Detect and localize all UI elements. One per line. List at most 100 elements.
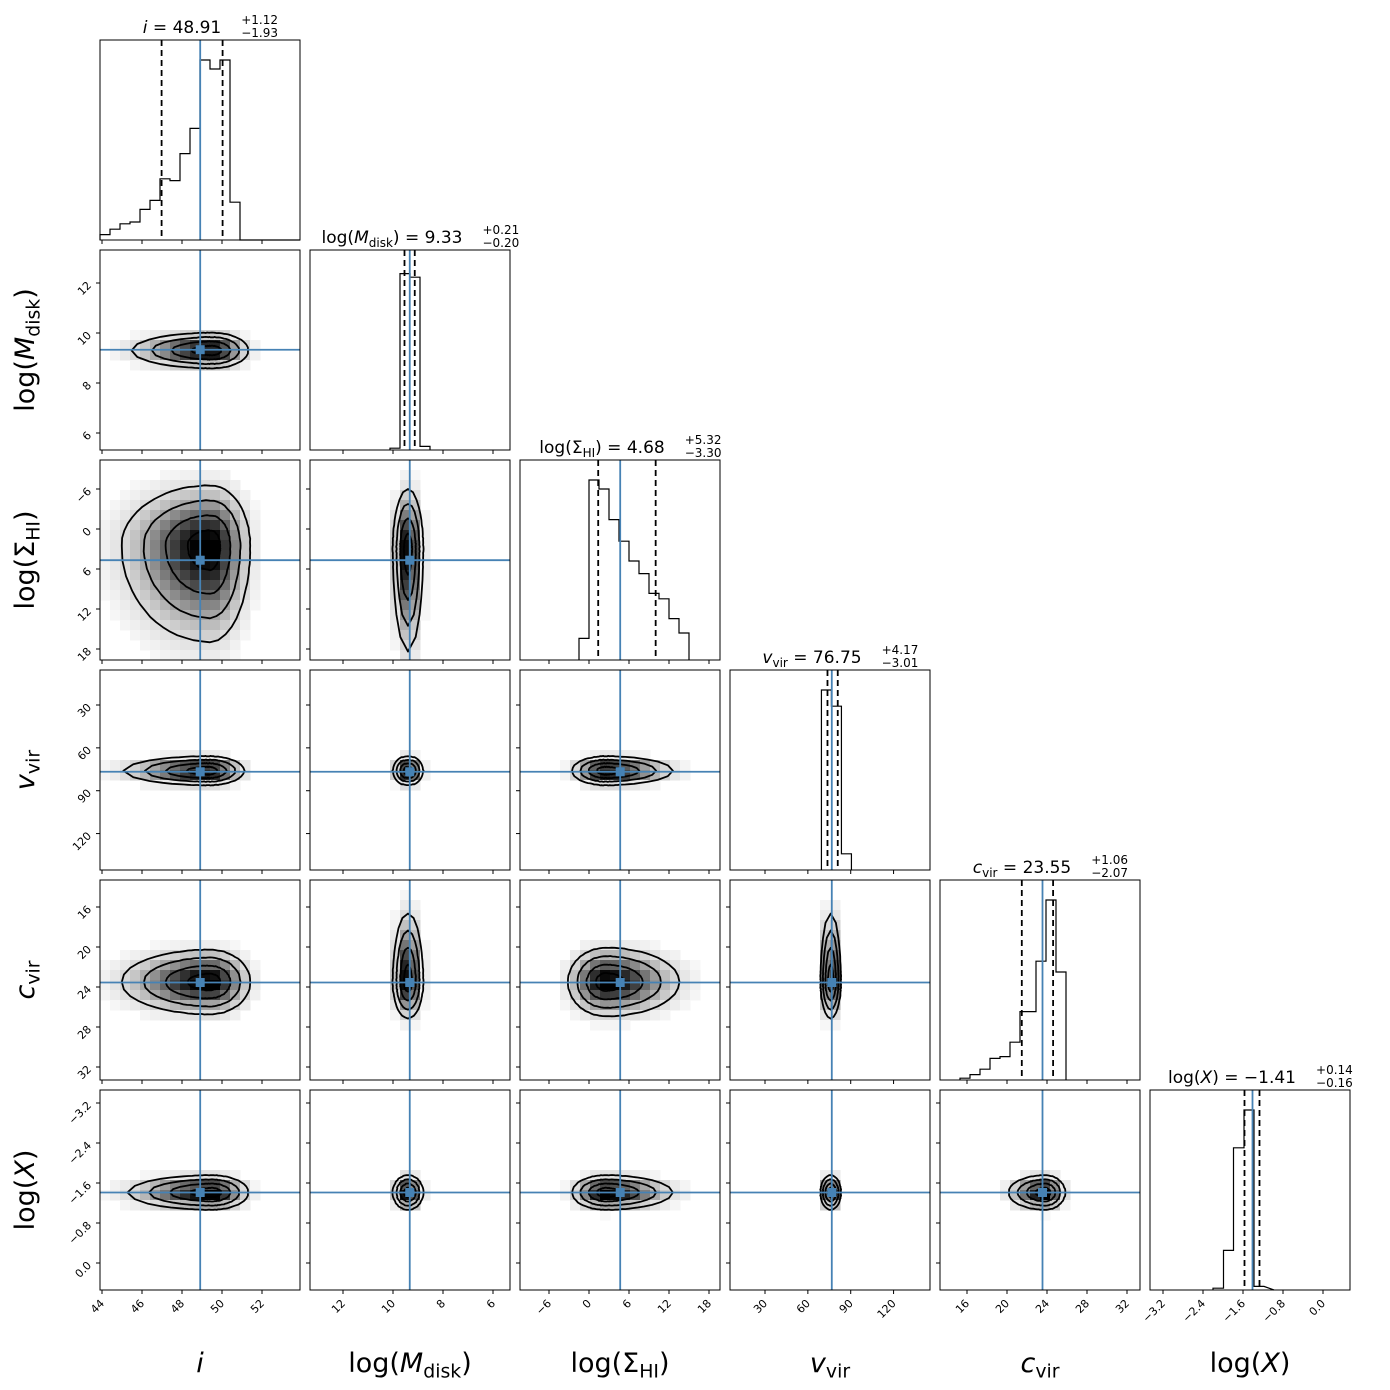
title-label-part: vir — [772, 656, 787, 670]
density-cell — [630, 750, 641, 761]
density-cell — [600, 990, 611, 1001]
panel-title: cvir = 23.55 — [973, 858, 1071, 880]
density-cell — [100, 570, 111, 581]
density-cell — [620, 770, 631, 781]
y-tick-label: 28 — [75, 1023, 94, 1042]
density-cell — [130, 330, 141, 341]
density-cell — [130, 580, 141, 591]
density-cell — [200, 600, 211, 611]
density-cell — [670, 1180, 681, 1191]
density-cell — [570, 990, 581, 1001]
density-cell — [140, 620, 151, 631]
density-cell — [630, 1000, 641, 1011]
density-cell — [140, 630, 151, 641]
density-cell — [190, 540, 201, 551]
density-cell — [180, 490, 191, 501]
density-cell — [150, 980, 161, 991]
density-cell — [690, 980, 701, 991]
title-label-part: disk — [369, 236, 393, 250]
density-cell — [230, 360, 241, 371]
density-cell — [200, 990, 211, 1001]
density-cell — [110, 530, 121, 541]
x-axis-label-cvir: cvir — [1020, 1348, 1059, 1382]
density-cell — [230, 650, 241, 660]
density-cell — [220, 1190, 231, 1201]
density-cell — [830, 930, 841, 941]
density-cell — [660, 960, 671, 971]
density-cell — [150, 520, 161, 531]
density-cell — [640, 760, 651, 771]
density-layer — [819, 900, 842, 1031]
density-cell — [150, 500, 161, 511]
y-tick-label: −0.8 — [66, 1219, 94, 1247]
density-cell — [670, 1190, 681, 1201]
y-axis-label-Mdisk-part: log( — [10, 360, 41, 412]
density-cell — [220, 640, 231, 651]
density-cell — [190, 570, 201, 581]
density-cell — [220, 650, 231, 660]
hist-panel-i: i = 48.91 +1.12−1.93 — [99, 13, 301, 244]
contour-panel-i-vs-cvir: 16 20 24 28 32 — [75, 879, 301, 1084]
density-cell — [230, 980, 241, 991]
x-tick-label: 8 — [434, 1297, 448, 1311]
density-cell — [580, 970, 591, 981]
density-cell — [630, 1010, 641, 1021]
hist-panel-Mdisk: log(Mdisk) = 9.33 +0.21−0.20 — [309, 223, 519, 454]
density-cell — [180, 1190, 191, 1201]
density-cell — [100, 580, 111, 591]
density-cell — [120, 970, 131, 981]
density-cell — [220, 550, 231, 561]
density-cell — [220, 1180, 231, 1191]
truth-marker — [195, 345, 205, 355]
contour-level-4 — [122, 755, 246, 787]
density-cell — [220, 350, 231, 361]
density-cell — [600, 1010, 611, 1021]
title-value: −1.41 — [1244, 1068, 1296, 1088]
density-cell — [170, 610, 181, 621]
density-cell — [180, 480, 191, 491]
x-axis-label-SigmaHI-part: HI — [639, 1360, 659, 1382]
density-cell — [240, 500, 251, 511]
density-cell — [240, 590, 251, 601]
density-cell — [410, 1200, 421, 1211]
contour-panel-i-vs-X: 44 46 48 50 52 −3.2 −2.4 −1.6 −0.8 0.0 — [66, 1089, 301, 1316]
x-tick-label: −1.6 — [1220, 1297, 1248, 1325]
density-cell — [140, 360, 151, 371]
title-errors: +5.32−3.30 — [685, 433, 722, 460]
density-cell — [200, 620, 211, 631]
x-tick-label: 24 — [1033, 1297, 1052, 1316]
y-axis-label-cvir-part: vir — [22, 960, 44, 984]
density-cell — [1060, 1200, 1071, 1211]
density-cell — [160, 480, 171, 491]
density-cell — [650, 940, 661, 951]
density-cell — [150, 640, 161, 651]
density-cell — [150, 570, 161, 581]
density-cell — [240, 340, 251, 351]
density-cell — [250, 580, 261, 591]
density-cell — [230, 590, 241, 601]
density-cell — [410, 930, 421, 941]
title-label-part: X — [1200, 1068, 1213, 1088]
x-tick-label: 90 — [837, 1297, 856, 1316]
density-cell — [200, 520, 211, 531]
density-cell — [160, 340, 171, 351]
density-cell — [240, 990, 251, 1001]
density-cell — [160, 570, 171, 581]
density-cell — [200, 530, 211, 541]
y-axis-label-vvir-part: vir — [22, 750, 44, 774]
density-cell — [130, 540, 141, 551]
density-cell — [570, 1200, 581, 1211]
x-axis-label-vvir: vvir — [810, 1348, 850, 1382]
density-cell — [110, 590, 121, 601]
density-cell — [110, 1000, 121, 1011]
density-cell — [210, 1190, 221, 1201]
density-cell — [420, 510, 431, 521]
error-minus: −0.20 — [482, 236, 519, 250]
title-label-part: vir — [982, 866, 997, 880]
density-cell — [170, 960, 181, 971]
x-tick-label: 52 — [248, 1297, 267, 1316]
density-cell — [640, 990, 651, 1001]
density-cell — [100, 770, 111, 781]
contour-level-3 — [144, 758, 236, 783]
density-cell — [400, 520, 411, 531]
